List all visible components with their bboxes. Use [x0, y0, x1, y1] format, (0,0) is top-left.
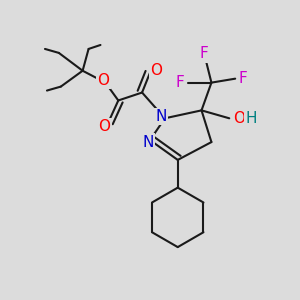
Text: O: O — [150, 63, 162, 78]
Text: F: F — [239, 71, 248, 86]
Text: N: N — [155, 109, 166, 124]
Text: F: F — [199, 46, 208, 62]
Text: H: H — [245, 111, 257, 126]
Text: O: O — [98, 119, 110, 134]
Text: O: O — [98, 73, 110, 88]
Text: N: N — [142, 135, 154, 150]
Text: O: O — [233, 111, 245, 126]
Text: F: F — [175, 75, 184, 90]
